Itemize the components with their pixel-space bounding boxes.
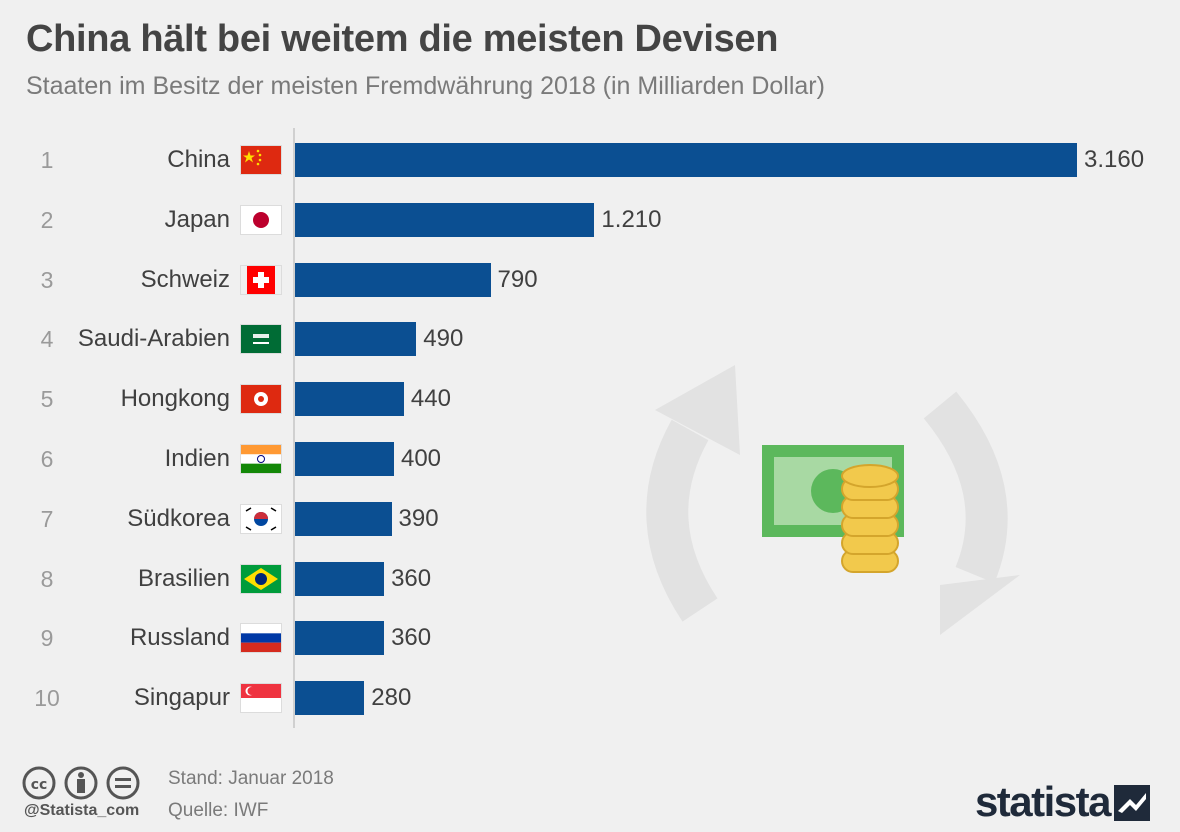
rank-label: 6 [40,446,54,472]
rank-label: 7 [40,505,54,532]
value-label: 440 [410,385,451,413]
category-label: China [167,146,230,173]
value-label: 490 [423,325,464,353]
switzerland-flag [247,265,275,294]
category-label: Saudi-Arabien [77,325,230,353]
category-label: Singapur [133,684,230,712]
category-label: Hongkong [120,385,230,413]
bar [295,143,1077,177]
value-label: 1.210 [601,205,662,233]
rank-label: 1 [40,147,54,173]
value-label: 790 [497,265,538,293]
japan-flag [241,205,281,234]
chart-title: China hält bei weitem die meisten Devise… [26,18,779,60]
statista-logo-icon [1114,785,1150,821]
category-label: Indien [164,445,230,472]
hongkong-flag [241,385,281,414]
statista-logo[interactable]: statista [974,778,1112,825]
category-label: Südkorea [127,504,230,532]
bar [295,501,392,536]
category-label: Japan [164,205,230,233]
svg-text:cc: cc [31,777,48,793]
bar [295,262,491,297]
rank-label: 10 [34,685,60,712]
rank-label: 9 [40,625,54,652]
cc-icon: cc [22,766,56,800]
india-flag [241,445,281,473]
saudi-arabia-flag [241,325,281,354]
value-label: 280 [371,684,412,712]
brazil-flag [241,564,281,593]
rank-label: 2 [40,206,54,233]
bar [295,382,404,417]
statista-handle[interactable]: @Statista_com [24,802,140,819]
date-note: Stand: Januar 2018 [168,768,334,789]
value-label: 3.160 [1084,146,1145,173]
license-icons: cc [22,766,140,800]
bar [295,681,365,716]
source-note: Quelle: IWF [168,800,269,821]
category-label: Russland [129,624,230,652]
russia-flag [241,624,281,653]
bar [295,202,595,237]
axis-line [293,128,295,728]
value-label: 390 [398,504,439,532]
value-label: 360 [391,564,432,592]
china-flag [241,146,281,174]
rank-label: 3 [40,266,54,293]
bar [295,442,394,476]
south-korea-flag [241,504,281,533]
by-icon [64,766,98,800]
bar [295,561,385,596]
category-label: Schweiz [140,265,230,293]
bar [295,322,417,357]
money-exchange-icon [646,365,1020,635]
singapore-flag [241,684,281,713]
chart-subtitle: Staaten im Besitz der meisten Fremdwähru… [26,72,825,100]
rank-label: 8 [40,565,54,592]
value-label: 360 [391,624,432,652]
rank-label: 4 [40,326,54,353]
rank-label: 5 [40,386,54,413]
nd-icon [106,766,140,800]
value-label: 400 [400,445,442,472]
category-label: Brasilien [137,564,230,592]
bar [295,621,385,656]
